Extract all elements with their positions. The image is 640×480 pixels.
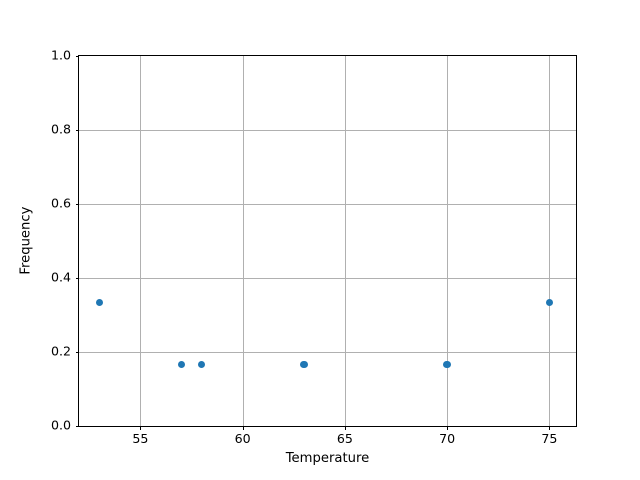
y-axis-label-text: Frequency — [18, 206, 34, 276]
y-axis-tick — [75, 278, 79, 279]
x-axis-tick-label: 55 — [132, 431, 149, 446]
x-axis-tick — [447, 426, 449, 430]
plot-area: 55 60 65 70 75 0.0 0.2 0.4 0.6 0.8 1.0 — [51, 49, 577, 445]
gridline-horizontal — [79, 204, 576, 205]
scatter-point — [545, 299, 554, 307]
scatter-point — [177, 360, 185, 368]
x-axis-tick-label: 65 — [336, 431, 353, 446]
gridline-horizontal — [79, 352, 576, 353]
y-axis-tick-label: 0.4 — [50, 269, 71, 285]
y-axis-tick-label: 0.6 — [50, 195, 71, 211]
gridline-vertical — [140, 56, 142, 426]
y-axis-label: Frequency — [18, 55, 34, 427]
y-axis-tick-label: 0.8 — [50, 121, 71, 137]
y-axis-tick — [75, 352, 79, 353]
x-axis-tick — [549, 426, 551, 430]
scatter-point — [198, 360, 206, 368]
gridline-vertical — [447, 56, 449, 426]
scatter-point — [443, 360, 451, 368]
gridline-vertical — [242, 56, 244, 426]
gridline-vertical — [549, 56, 551, 426]
x-axis-tick — [344, 426, 346, 430]
gridline-horizontal — [79, 278, 576, 279]
y-axis-tick — [75, 56, 79, 57]
x-axis-label: Temperature — [285, 451, 370, 466]
y-axis-tick — [75, 130, 79, 131]
gridline-horizontal — [79, 130, 576, 131]
y-axis-tick — [75, 426, 79, 427]
y-axis-tick-label: 0.0 — [50, 417, 71, 433]
y-axis-tick-label: 1.0 — [50, 47, 71, 63]
scatter-point — [300, 360, 308, 368]
y-axis-tick — [75, 204, 79, 205]
gridline-vertical — [344, 56, 346, 426]
scatter-point — [95, 299, 104, 307]
x-axis-tick-label: 75 — [541, 431, 558, 446]
x-axis-tick — [242, 426, 244, 430]
x-axis-tick-label: 70 — [439, 431, 456, 446]
x-axis-tick — [140, 426, 142, 430]
x-axis-tick-label: 60 — [234, 431, 251, 446]
y-axis-tick-label: 0.2 — [50, 343, 71, 359]
